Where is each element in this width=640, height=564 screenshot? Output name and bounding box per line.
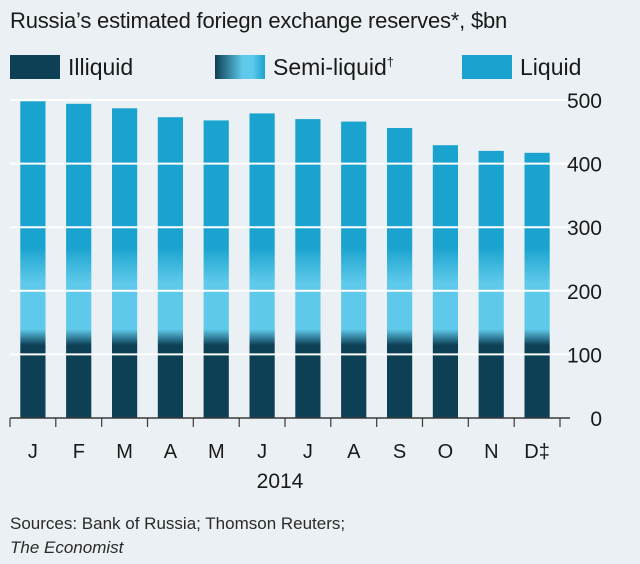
bars: [20, 101, 550, 419]
bar-8: [341, 121, 367, 418]
x-tick-label: D‡: [524, 441, 550, 463]
x-tick-label: J: [257, 441, 267, 463]
source-line-2: The Economist: [10, 538, 124, 557]
x-tick-label: M: [116, 441, 133, 463]
bar-7: [295, 119, 321, 418]
legend-label-liquid: Liquid: [520, 53, 582, 80]
legend: Illiquid Semi-liquid† Liquid: [10, 52, 630, 82]
x-axis: J F M A M J J A S O N D‡ 2014: [9, 418, 561, 493]
bar-11: [478, 150, 504, 418]
legend-swatch-illiquid: [10, 55, 60, 79]
legend-item-semi-liquid: Semi-liquid†: [215, 52, 394, 82]
y-tick-label: 200: [567, 281, 602, 304]
y-tick-label: 100: [567, 344, 602, 367]
chart-title: Russia’s estimated foriegn exchange rese…: [10, 8, 508, 33]
legend-label-illiquid: Illiquid: [68, 53, 134, 80]
y-tick-label: 400: [567, 154, 602, 177]
legend-dagger-marker: †: [386, 53, 394, 69]
x-tick-label: J: [303, 441, 313, 463]
legend-label-semi-liquid: Semi-liquid†: [273, 54, 394, 81]
x-tick-label: S: [393, 441, 406, 463]
legend-label-semi-liquid-text: Semi-liquid: [273, 53, 387, 80]
x-tick-label: F: [73, 441, 85, 463]
y-tick-label: 500: [567, 90, 602, 113]
source-line-1: Sources: Bank of Russia; Thomson Reuters…: [10, 514, 346, 533]
legend-item-illiquid: Illiquid: [10, 52, 133, 82]
bar-5: [203, 120, 229, 419]
bar-10: [432, 145, 458, 418]
bar-9: [387, 128, 413, 418]
bar-12: [524, 152, 550, 419]
y-axis: 0 100 200 300 400 500: [567, 90, 602, 431]
gridlines: [10, 99, 570, 356]
x-tick-label: M: [208, 441, 225, 463]
legend-swatch-semi-liquid: [215, 55, 265, 79]
x-tick-label: N: [484, 441, 498, 463]
bar-3: [112, 108, 138, 419]
legend-item-liquid: Liquid: [462, 52, 581, 82]
source-note: Sources: Bank of Russia; Thomson Reuters…: [10, 512, 345, 560]
bar-4: [157, 117, 183, 418]
chart-plot: 0 100 200 300 400 500 J F M A M J J A S O N D‡ 2014: [9, 90, 602, 493]
x-tick-label: J: [28, 441, 38, 463]
x-group-label: 2014: [257, 470, 304, 493]
bar-1: [20, 101, 46, 419]
y-tick-label: 300: [567, 217, 602, 240]
bar-6: [249, 113, 275, 419]
x-tick-label: A: [164, 441, 178, 463]
bar-2: [66, 103, 92, 419]
y-tick-label: 0: [590, 408, 602, 431]
x-tick-label: O: [438, 441, 454, 463]
x-tick-label: A: [347, 441, 361, 463]
legend-swatch-liquid: [462, 55, 512, 79]
